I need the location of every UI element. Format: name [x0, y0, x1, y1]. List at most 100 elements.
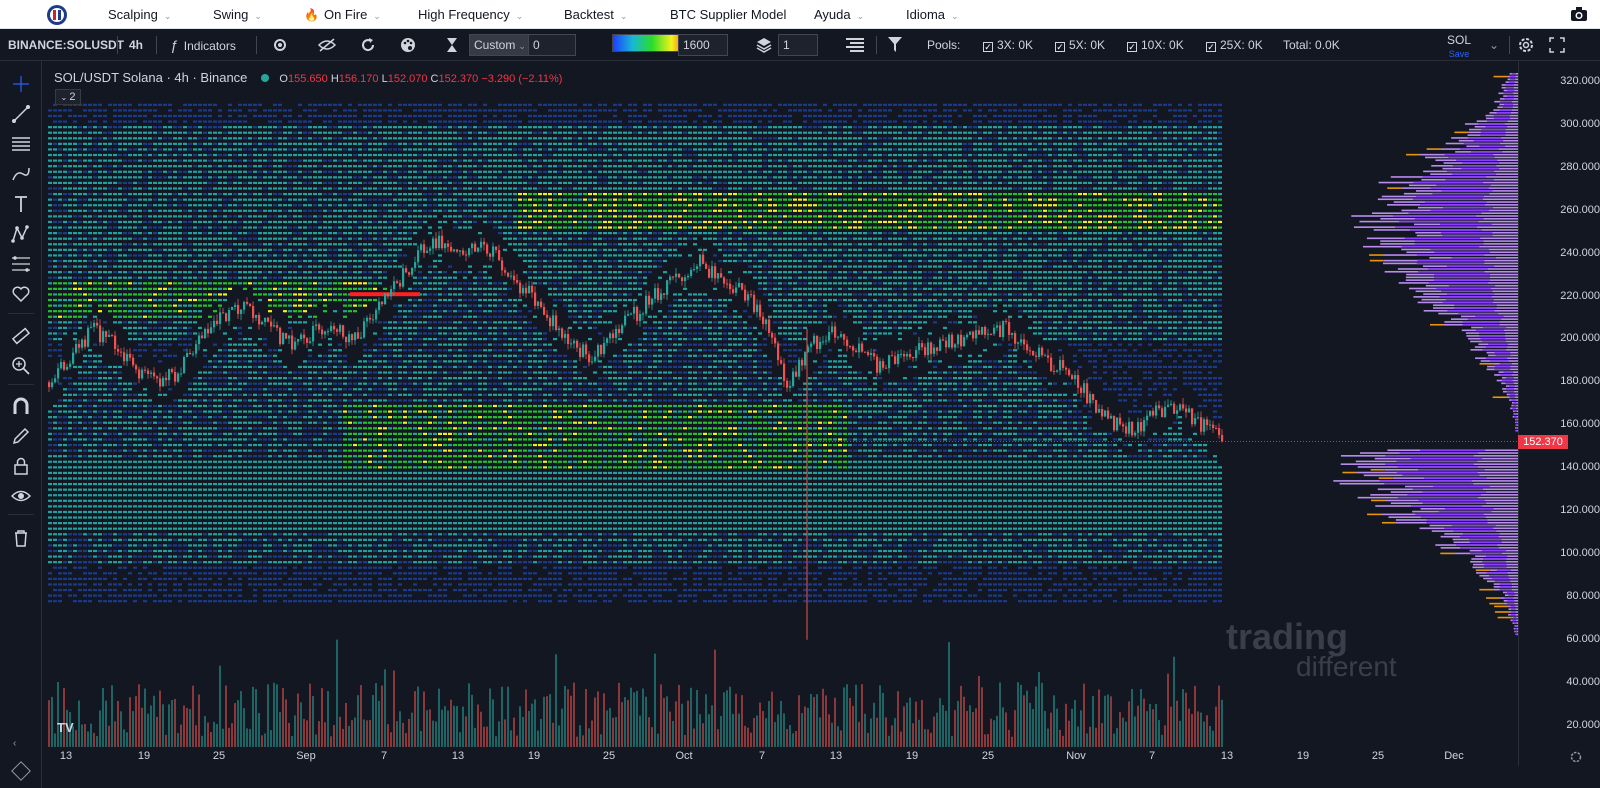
nav-item-idioma[interactable]: Idioma ⌄ [906, 0, 959, 29]
zoom-in-icon[interactable] [11, 356, 31, 376]
heatmap-cell [153, 143, 157, 145]
heatmap-cell [203, 104, 207, 106]
heart-icon[interactable] [11, 284, 31, 304]
fib-retracement-icon[interactable] [11, 254, 31, 274]
heatmap-cell [243, 132, 247, 134]
heatmap-cell [138, 254, 142, 256]
heatmap-cell [118, 444, 122, 446]
heatmap-cell [218, 160, 222, 162]
nav-item-scalping[interactable]: Scalping ⌄ [108, 0, 171, 29]
nav-item-on-fire[interactable]: 🔥 On Fire ⌄ [304, 0, 381, 29]
fullscreen-icon[interactable] [1549, 37, 1565, 53]
heatmap-cell [153, 132, 157, 134]
heatmap-cell [303, 215, 307, 217]
camera-icon[interactable] [1570, 6, 1588, 22]
heatmap-cell [228, 226, 232, 228]
heatmap-cell [303, 299, 307, 301]
nav-item-backtest[interactable]: Backtest ⌄ [564, 0, 627, 29]
pool-10x-checkbox[interactable]: ✓ 10X: 0K [1127, 29, 1184, 61]
text-tool-icon[interactable] [11, 194, 31, 214]
heatmap-cell [328, 410, 332, 412]
crosshair-icon[interactable] [11, 74, 31, 94]
pool-5x-checkbox[interactable]: ✓ 5X: 0K [1055, 29, 1105, 61]
custom-period-select[interactable]: Custom ⌄ [469, 34, 529, 56]
heatmap-cell [263, 550, 267, 552]
layers-input[interactable]: 1 [778, 34, 818, 56]
heatmap-cell [58, 427, 62, 429]
heatmap-cell [318, 422, 322, 424]
nav-item-ayuda[interactable]: Ayuda ⌄ [814, 0, 864, 29]
refresh-icon[interactable] [360, 37, 376, 53]
heatmap-cell [263, 595, 267, 597]
settings-gear-icon[interactable] [1517, 36, 1535, 54]
heatmap-cell [113, 416, 117, 418]
eye-icon[interactable] [11, 486, 31, 506]
heatmap-cell [183, 438, 187, 440]
trendline-icon[interactable] [11, 104, 31, 124]
heatmap-cell [58, 260, 62, 262]
heatmap-cell [78, 550, 82, 552]
collapse-arrow-icon[interactable]: ‹ [13, 738, 16, 749]
nav-item-btc-supplier-model[interactable]: BTC Supplier Model [670, 0, 786, 29]
heatmap-cell [228, 349, 232, 351]
heatmap-cell [193, 472, 197, 474]
heatmap-cell [258, 433, 262, 435]
interval-button[interactable]: 4h [129, 29, 143, 61]
chevron-down-icon[interactable]: ⌄ [1489, 29, 1499, 61]
ruler-icon[interactable] [11, 326, 31, 346]
heatmap-cell [238, 483, 242, 485]
pencil-lock-icon[interactable] [11, 426, 31, 446]
heatmap-cell [118, 533, 122, 535]
symbol-search-button[interactable]: BINANCE:SOLUSDT [8, 29, 124, 61]
lock-icon[interactable] [11, 456, 31, 476]
filter-icon[interactable] [888, 37, 902, 53]
nav-item-swing[interactable]: Swing ⌄ [213, 0, 262, 29]
heatmap-cell [238, 349, 242, 351]
palette-icon[interactable] [400, 37, 416, 53]
heatmap-cell [128, 265, 132, 267]
pattern-icon[interactable] [11, 224, 31, 244]
heatmap-cell [348, 516, 352, 518]
list-menu-icon[interactable] [846, 38, 864, 52]
heatmap-cell [88, 472, 92, 474]
eye-hide-icon[interactable] [318, 37, 336, 53]
heatmap-cell [308, 115, 312, 117]
heatmap-cell [328, 528, 332, 530]
magnet-icon[interactable] [11, 396, 31, 416]
nav-item-high-frequency[interactable]: High Frequency ⌄ [418, 0, 523, 29]
heatmap-cell [163, 394, 167, 396]
heatmap-cell [328, 455, 332, 457]
heatmap-cell [273, 494, 277, 496]
heatmap-cell [78, 254, 82, 256]
heatmap-cell [273, 555, 277, 557]
heatmap-cell [213, 226, 217, 228]
indicators-button[interactable]: ƒ Indicators [170, 29, 236, 61]
heatmap-cell [168, 344, 172, 346]
pool-3x-checkbox[interactable]: ✓ 3X: 0K [983, 29, 1033, 61]
heatmap-cell [228, 595, 232, 597]
heatmap-cell [193, 199, 197, 201]
trash-icon[interactable] [11, 528, 31, 548]
gear-settings-icon[interactable] [272, 37, 288, 53]
heatmap-cell [143, 410, 147, 412]
heatmap-cell [343, 595, 347, 597]
heatmap-cell [338, 399, 342, 401]
brush-icon[interactable] [11, 164, 31, 184]
custom-period-input[interactable]: 0 [528, 34, 576, 56]
heatmap-cell [73, 132, 77, 134]
pool-25x-checkbox[interactable]: ✓ 25X: 0K [1206, 29, 1263, 61]
heatmap-cell [233, 550, 237, 552]
heatmap-cell [343, 433, 347, 435]
heatmap-cell [158, 282, 162, 284]
heatmap-cell [163, 316, 167, 318]
heatmap-cell [153, 595, 157, 597]
heatmap-cell [163, 516, 167, 518]
diamond-icon[interactable] [11, 761, 31, 781]
heatmap-cell [98, 533, 102, 535]
horizontal-lines-icon[interactable] [11, 134, 31, 154]
heatmap-cell [128, 450, 132, 452]
heatmap-cell [253, 461, 257, 463]
gradient-max-input[interactable]: 1600 [678, 34, 728, 56]
heatmap-cell [338, 148, 342, 150]
app-logo-icon[interactable] [46, 4, 68, 26]
